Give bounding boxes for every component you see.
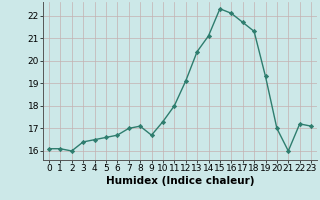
X-axis label: Humidex (Indice chaleur): Humidex (Indice chaleur) xyxy=(106,176,254,186)
